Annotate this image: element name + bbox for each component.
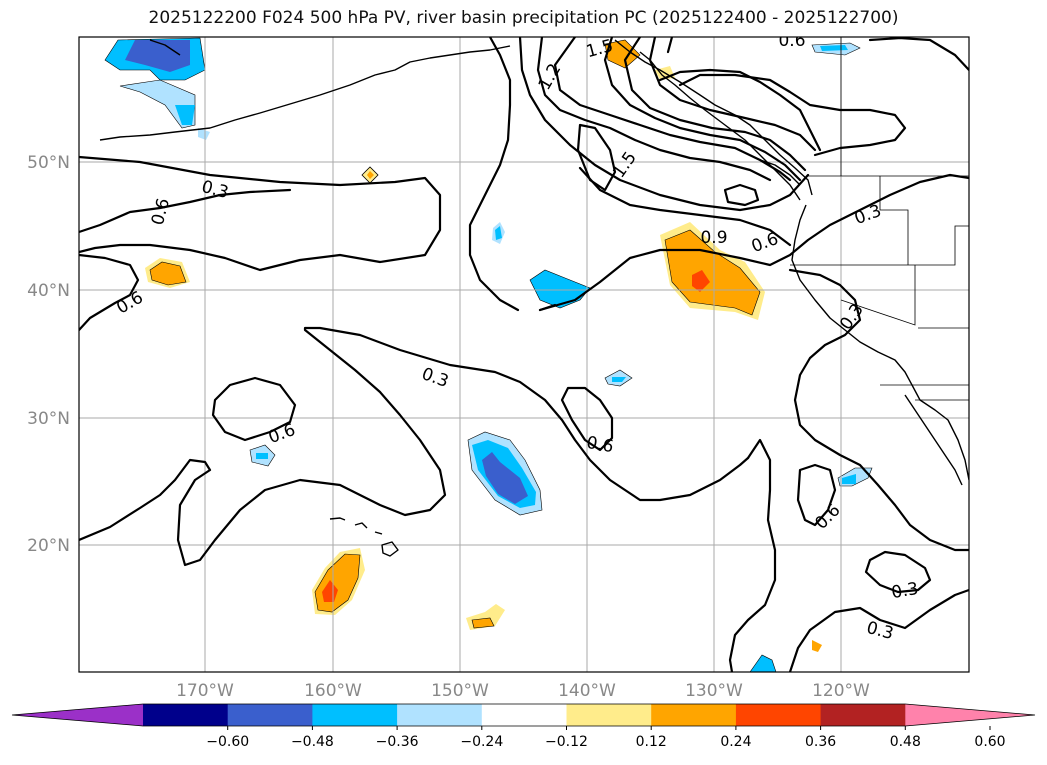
colorbar-tick-label: −0.12	[545, 734, 588, 750]
lon-label: 160°W	[304, 681, 362, 701]
colorbar-tick-label: 0.12	[636, 734, 667, 750]
graticule	[79, 37, 969, 672]
colorbar: −0.60 −0.48 −0.36 −0.24 −0.12 0.12 0.24 0.36 0.4…	[11, 703, 1036, 750]
colorbar-tick-label: 0.60	[974, 734, 1005, 750]
lon-label: 130°W	[685, 681, 743, 701]
lon-label: 140°W	[558, 681, 616, 701]
longitude-labels: 170°W 160°W 150°W 140°W 130°W 120°W	[176, 681, 870, 701]
contour-label: 0.3	[890, 579, 920, 603]
coastlines	[99, 39, 969, 557]
colorbar-segment	[312, 704, 398, 726]
colorbar-tick-label: −0.60	[206, 734, 249, 750]
colorbar-segment	[735, 704, 822, 726]
lat-label: 40°N	[27, 281, 70, 301]
contour-label: 0.6	[585, 433, 615, 457]
lat-label: 50°N	[27, 153, 70, 173]
contour-label: 0.6	[778, 31, 805, 51]
colorbar-tick-label: −0.36	[376, 734, 419, 750]
lat-label: 30°N	[27, 409, 70, 429]
colorbar-tick-label: −0.24	[460, 734, 503, 750]
precip-shading	[104, 37, 873, 672]
contour-label: 0.9	[700, 228, 727, 248]
colorbar-segment	[820, 704, 906, 726]
colorbar-extend-max	[905, 704, 1035, 726]
colorbar-outline	[11, 703, 1036, 727]
colorbar-segment	[143, 704, 229, 726]
colorbar-segment	[566, 704, 652, 726]
map-frame	[78, 36, 970, 673]
colorbar-segment	[397, 704, 483, 726]
lon-label: 120°W	[812, 681, 870, 701]
colorbar-tick-label: 0.24	[720, 734, 751, 750]
lon-label: 150°W	[431, 681, 489, 701]
colorbar-segment	[227, 704, 313, 726]
pv-contours	[79, 37, 969, 672]
map-area	[79, 37, 969, 672]
lon-label: 170°W	[176, 681, 234, 701]
colorbar-segment	[651, 704, 737, 726]
chart-title: 2025122200 F024 500 hPa PV, river basin …	[148, 8, 899, 28]
lat-label: 20°N	[27, 536, 70, 556]
colorbar-segment	[481, 704, 567, 726]
latitude-labels: 50°N 40°N 30°N 20°N	[27, 153, 70, 556]
colorbar-extend-min	[12, 704, 143, 726]
colorbar-tick-label: 0.36	[805, 734, 836, 750]
colorbar-tick-label: 0.48	[890, 734, 921, 750]
colorbar-tick-label: −0.48	[291, 734, 334, 750]
